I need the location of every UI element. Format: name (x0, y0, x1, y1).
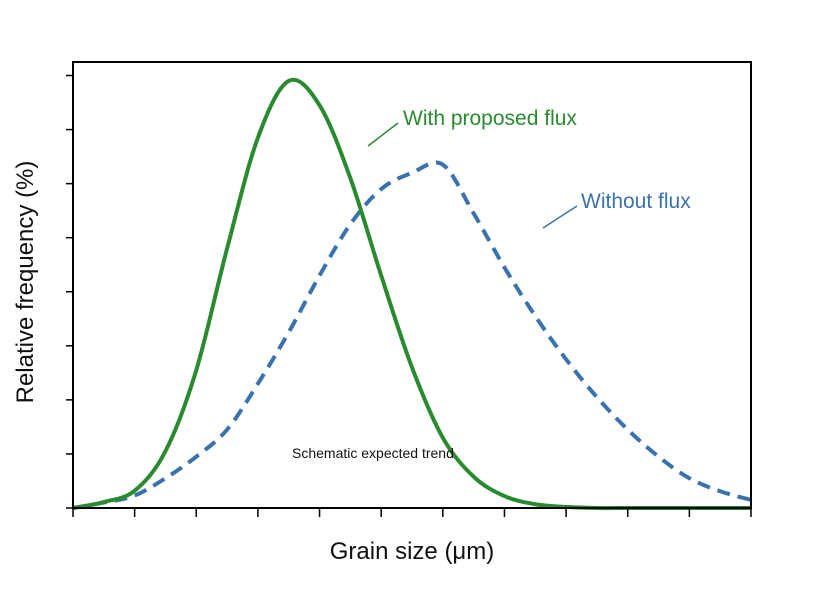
y-axis-label: Relative frequency (%) (12, 161, 39, 404)
series-label-without-flux: Without flux (581, 190, 691, 213)
annotation: Schematic expected trend (292, 445, 454, 461)
without-flux-label-leader (542, 205, 578, 229)
series-line-without-flux (72, 160, 752, 510)
with-flux-label-leader (367, 122, 399, 147)
series-line-with-flux (72, 77, 751, 511)
series-label-with-flux: With proposed flux (403, 107, 577, 130)
x-axis-label: Grain size (μm) (330, 538, 495, 565)
x-axis-ticks (72, 508, 752, 517)
plot-frame (72, 61, 752, 509)
y-axis-ticks (66, 74, 73, 509)
series-group (72, 77, 752, 511)
